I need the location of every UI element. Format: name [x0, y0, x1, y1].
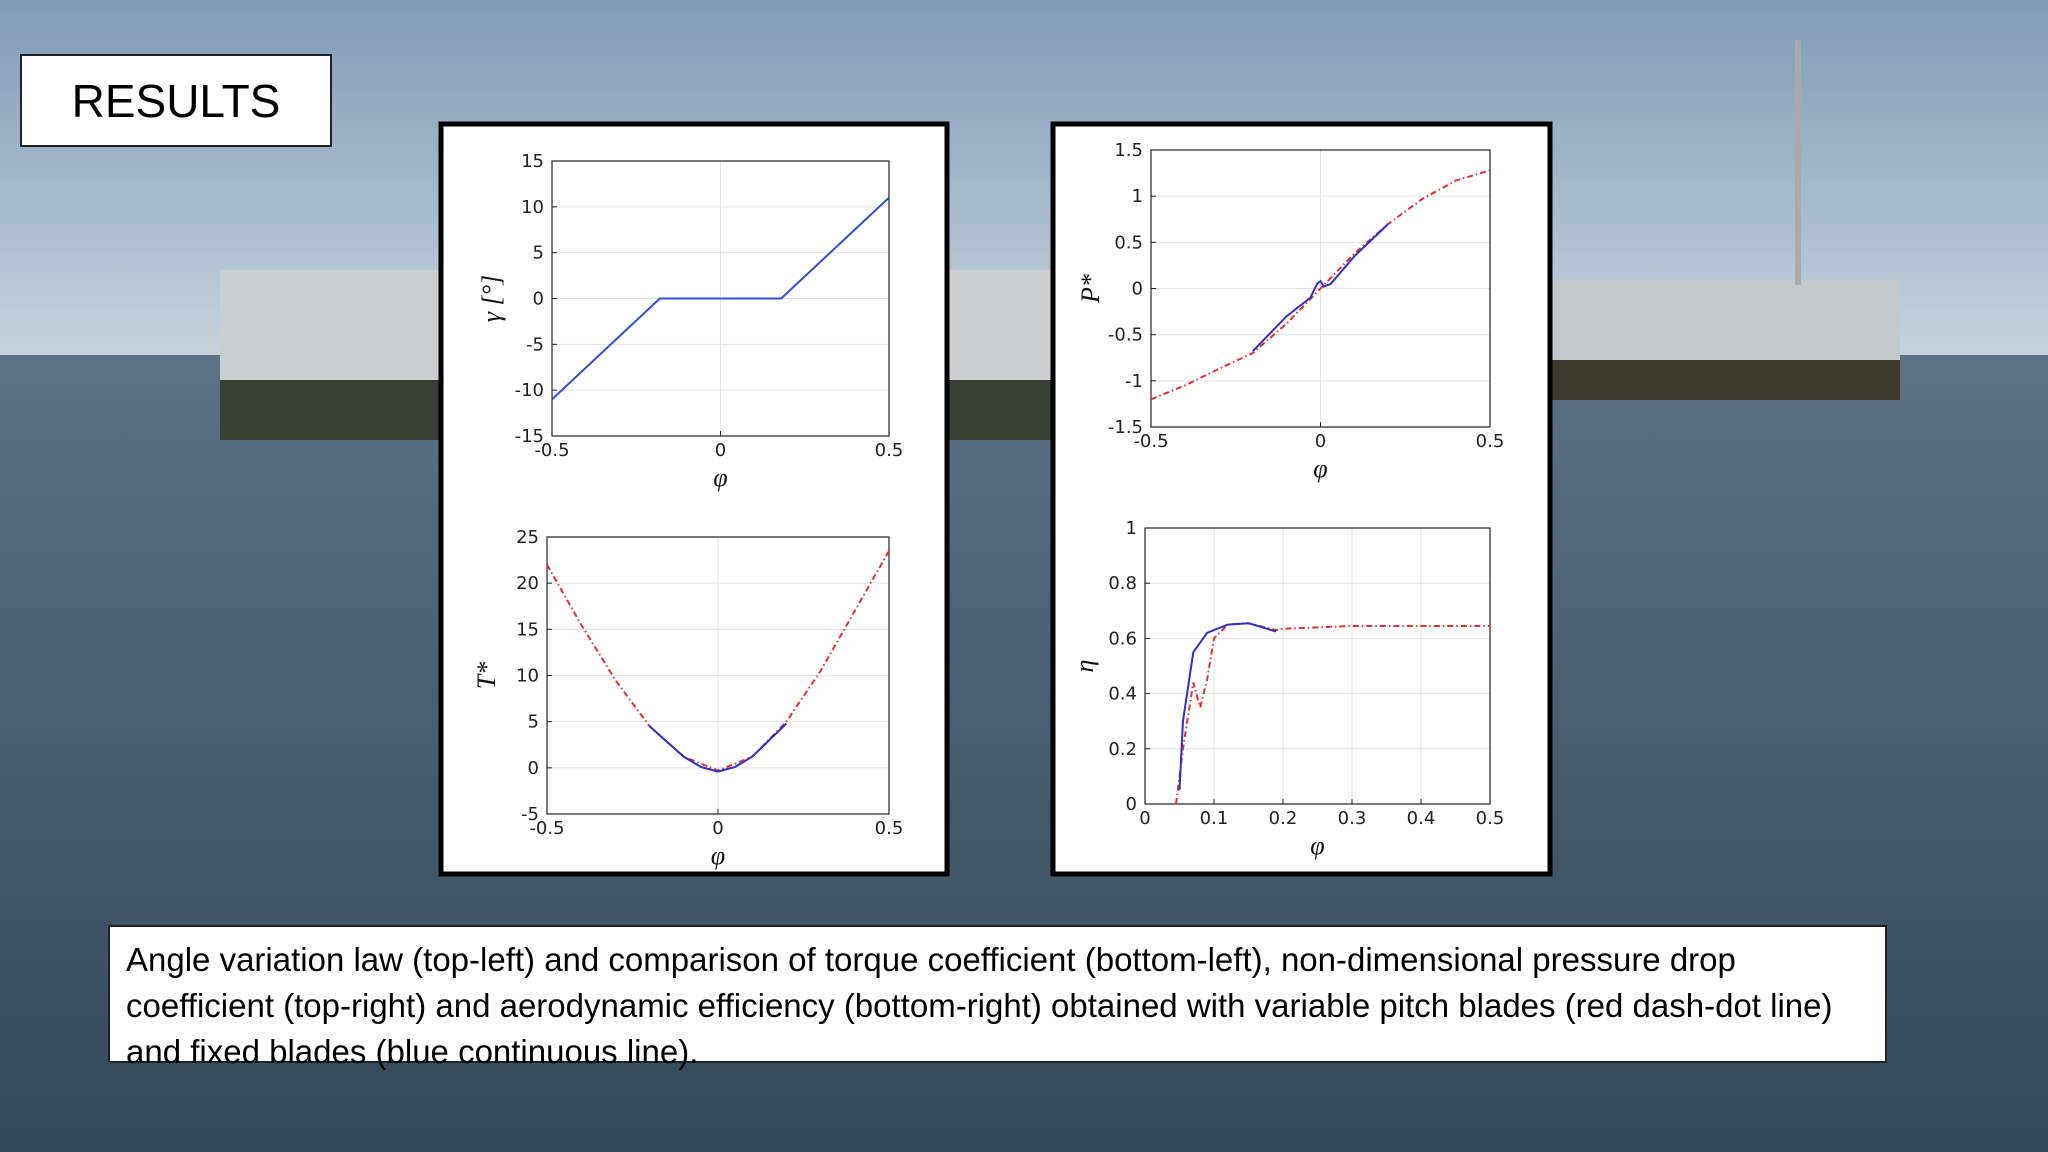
y-tick-label: 5: [533, 243, 544, 264]
y-tick-label: 1.5: [1114, 140, 1143, 161]
x-tick-label: 0.2: [1269, 808, 1298, 829]
y-tick-label: 0.6: [1108, 628, 1137, 649]
data-line: [648, 722, 788, 773]
y-tick-label: 10: [521, 197, 544, 218]
y-tick-label: 5: [528, 712, 539, 733]
y-tick-label: -10: [515, 380, 544, 401]
y-axis-label: P*: [1076, 274, 1105, 304]
y-axis-label: γ [°]: [477, 275, 506, 322]
x-tick-label: 0.5: [875, 818, 904, 839]
x-axis-label: φ: [713, 463, 727, 492]
y-tick-label: 0.2: [1108, 739, 1137, 760]
x-axis-label: φ: [1313, 454, 1327, 483]
y-tick-label: 0.5: [1114, 232, 1143, 253]
axes-frame: [551, 160, 890, 437]
y-tick-label: -5: [521, 804, 539, 825]
y-tick-label: -5: [526, 334, 544, 355]
axes-frame: [1150, 149, 1491, 428]
data-line: [1251, 223, 1389, 352]
data-line: [551, 196, 890, 401]
data-line: [1175, 622, 1490, 805]
x-tick-label: -0.5: [1133, 431, 1168, 452]
x-tick-label: 0: [715, 440, 726, 461]
y-tick-label: 0: [1132, 279, 1143, 300]
y-tick-label: 10: [516, 666, 539, 687]
y-tick-label: 0: [528, 758, 539, 779]
caption: Angle variation law (top-left) and compa…: [108, 925, 1887, 1070]
x-tick-label: 0.5: [875, 440, 904, 461]
mast: [1795, 40, 1801, 285]
x-tick-label: 0.4: [1407, 808, 1436, 829]
y-tick-label: -1: [1125, 371, 1143, 392]
plot-area: [1145, 528, 1490, 804]
x-tick-label: 0.5: [1476, 808, 1505, 829]
x-tick-label: 0: [712, 818, 723, 839]
y-axis-label: T*: [472, 662, 501, 689]
y-tick-label: -15: [515, 426, 544, 447]
x-tick-label: 0.1: [1200, 808, 1229, 829]
y-tick-label: 1: [1126, 518, 1137, 539]
y-axis-label: η: [1070, 660, 1099, 673]
data-line: [1150, 169, 1491, 401]
x-tick-label: 0: [1139, 808, 1150, 829]
y-tick-label: 0: [1126, 794, 1137, 815]
x-axis-label: φ: [711, 841, 725, 870]
y-tick-label: 1: [1132, 186, 1143, 207]
y-tick-label: 15: [516, 619, 539, 640]
x-tick-label: 0: [1315, 431, 1326, 452]
platform-base: [1540, 360, 1900, 400]
y-tick-label: -0.5: [1108, 325, 1143, 346]
x-tick-label: -0.5: [534, 440, 569, 461]
axes-frame: [1144, 527, 1491, 805]
y-tick-label: 0: [533, 289, 544, 310]
data-line: [1178, 622, 1277, 791]
axes-frame: [546, 536, 890, 815]
slide-title: RESULTS: [20, 54, 332, 147]
y-tick-label: -1.5: [1108, 417, 1143, 438]
x-tick-label: -0.5: [529, 818, 564, 839]
y-tick-label: 0.8: [1108, 573, 1137, 594]
x-tick-label: 0.5: [1476, 431, 1505, 452]
y-tick-label: 25: [516, 527, 539, 548]
y-tick-label: 20: [516, 573, 539, 594]
x-axis-label: φ: [1310, 831, 1324, 860]
y-tick-label: 15: [521, 151, 544, 172]
x-tick-label: 0.3: [1338, 808, 1367, 829]
y-tick-label: 0.4: [1108, 684, 1137, 705]
